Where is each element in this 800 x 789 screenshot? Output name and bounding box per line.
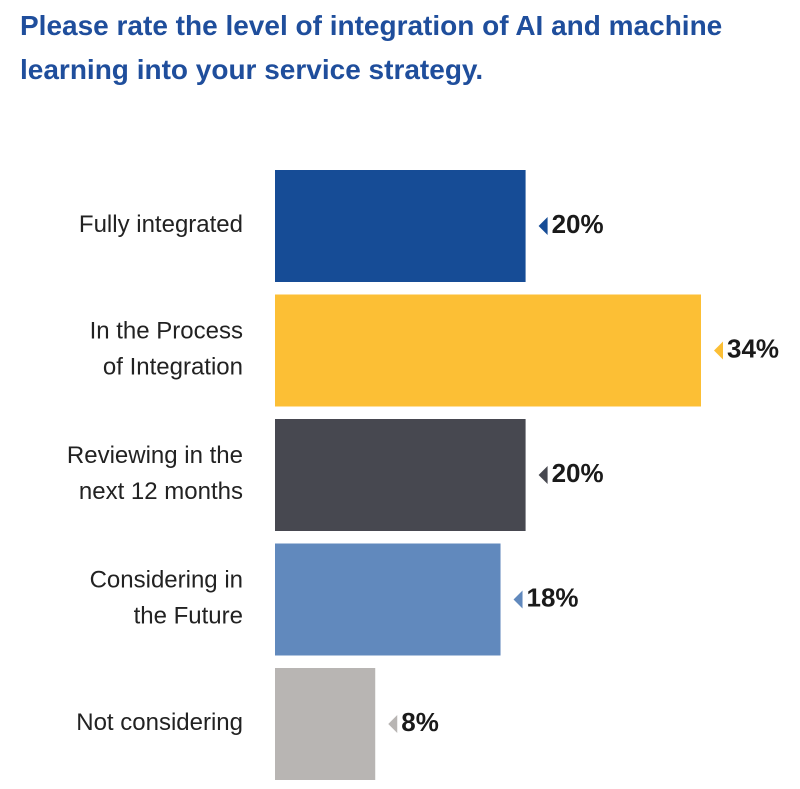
value-marker-4 [388, 715, 398, 733]
category-label-3: Considering in the Future [90, 567, 243, 630]
value-marker-0 [538, 217, 548, 235]
value-label-2: 20% [552, 458, 604, 488]
bar-2 [275, 419, 526, 531]
value-marker-2 [538, 466, 548, 484]
value-label-3: 18% [527, 582, 579, 612]
value-marker-3 [513, 590, 523, 609]
value-label-1: 34% [727, 333, 779, 363]
bar-0 [275, 170, 526, 282]
category-label-1: In the Process of Integration [90, 318, 243, 381]
category-label-4: Not considering [76, 709, 243, 736]
category-label-0: Fully integrated [79, 211, 243, 238]
category-label-2: Reviewing in the next 12 months [67, 442, 243, 505]
bar-1 [275, 294, 701, 407]
value-marker-1 [714, 341, 723, 360]
bar-3 [275, 543, 501, 656]
value-label-4: 8% [401, 707, 439, 737]
chart-title: Please rate the level of integration of … [20, 10, 723, 85]
bar-4 [275, 668, 376, 780]
value-label-0: 20% [552, 209, 604, 239]
